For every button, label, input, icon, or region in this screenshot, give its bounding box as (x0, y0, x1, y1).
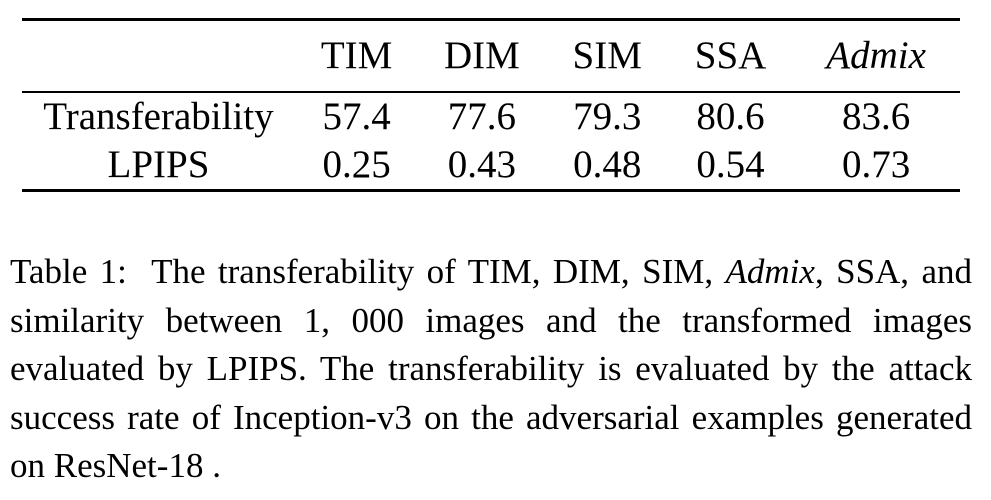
cell-lpips-ssa: 0.54 (696, 143, 765, 186)
cell-transferability-dim: 77.6 (447, 95, 517, 138)
row-label-transferability: Transferability (43, 95, 274, 138)
cell-lpips-dim: 0.43 (447, 143, 517, 186)
header-tim: TIM (320, 34, 393, 77)
header-ssa: SSA (694, 34, 767, 77)
cell-transferability-sim: 79.3 (573, 95, 642, 138)
table-row-transferability: Transferability 57.4 77.6 79.3 80.6 83.6 (22, 93, 960, 141)
caption-label: Table 1: (10, 252, 127, 291)
cell-transferability-admix: 83.6 (841, 95, 911, 138)
caption-text-part1: The transferability of TIM, DIM, SIM, (151, 252, 714, 291)
table-row-lpips: LPIPS 0.25 0.43 0.48 0.54 0.73 (22, 141, 960, 189)
caption-admix: Admix (725, 252, 815, 291)
header-admix: Admix (826, 34, 926, 77)
cell-transferability-tim: 57.4 (322, 95, 391, 138)
table-bottom-rule (22, 189, 960, 192)
cell-lpips-tim: 0.25 (322, 143, 391, 186)
table-caption: Table 1: The transferability of TIM, DIM… (10, 248, 972, 491)
header-dim: DIM (443, 34, 520, 77)
cell-lpips-admix: 0.73 (841, 143, 911, 186)
table-mid-rule (22, 91, 960, 93)
results-table: TIM DIM SIM SSA Admix (22, 21, 960, 91)
results-table-body: Transferability 57.4 77.6 79.3 80.6 83.6… (22, 93, 960, 189)
caption-text-part2: , SSA, and similarity between 1, 000 ima… (10, 252, 973, 485)
header-sim: SIM (572, 34, 642, 77)
results-table-container: TIM DIM SIM SSA Admix Transferability 57… (22, 18, 960, 192)
table-top-rule (22, 18, 960, 21)
header-empty-cell (22, 21, 295, 91)
table-header-row: TIM DIM SIM SSA Admix (22, 21, 960, 91)
cell-lpips-sim: 0.48 (573, 143, 642, 186)
row-label-lpips: LPIPS (107, 143, 210, 186)
cell-transferability-ssa: 80.6 (696, 95, 765, 138)
